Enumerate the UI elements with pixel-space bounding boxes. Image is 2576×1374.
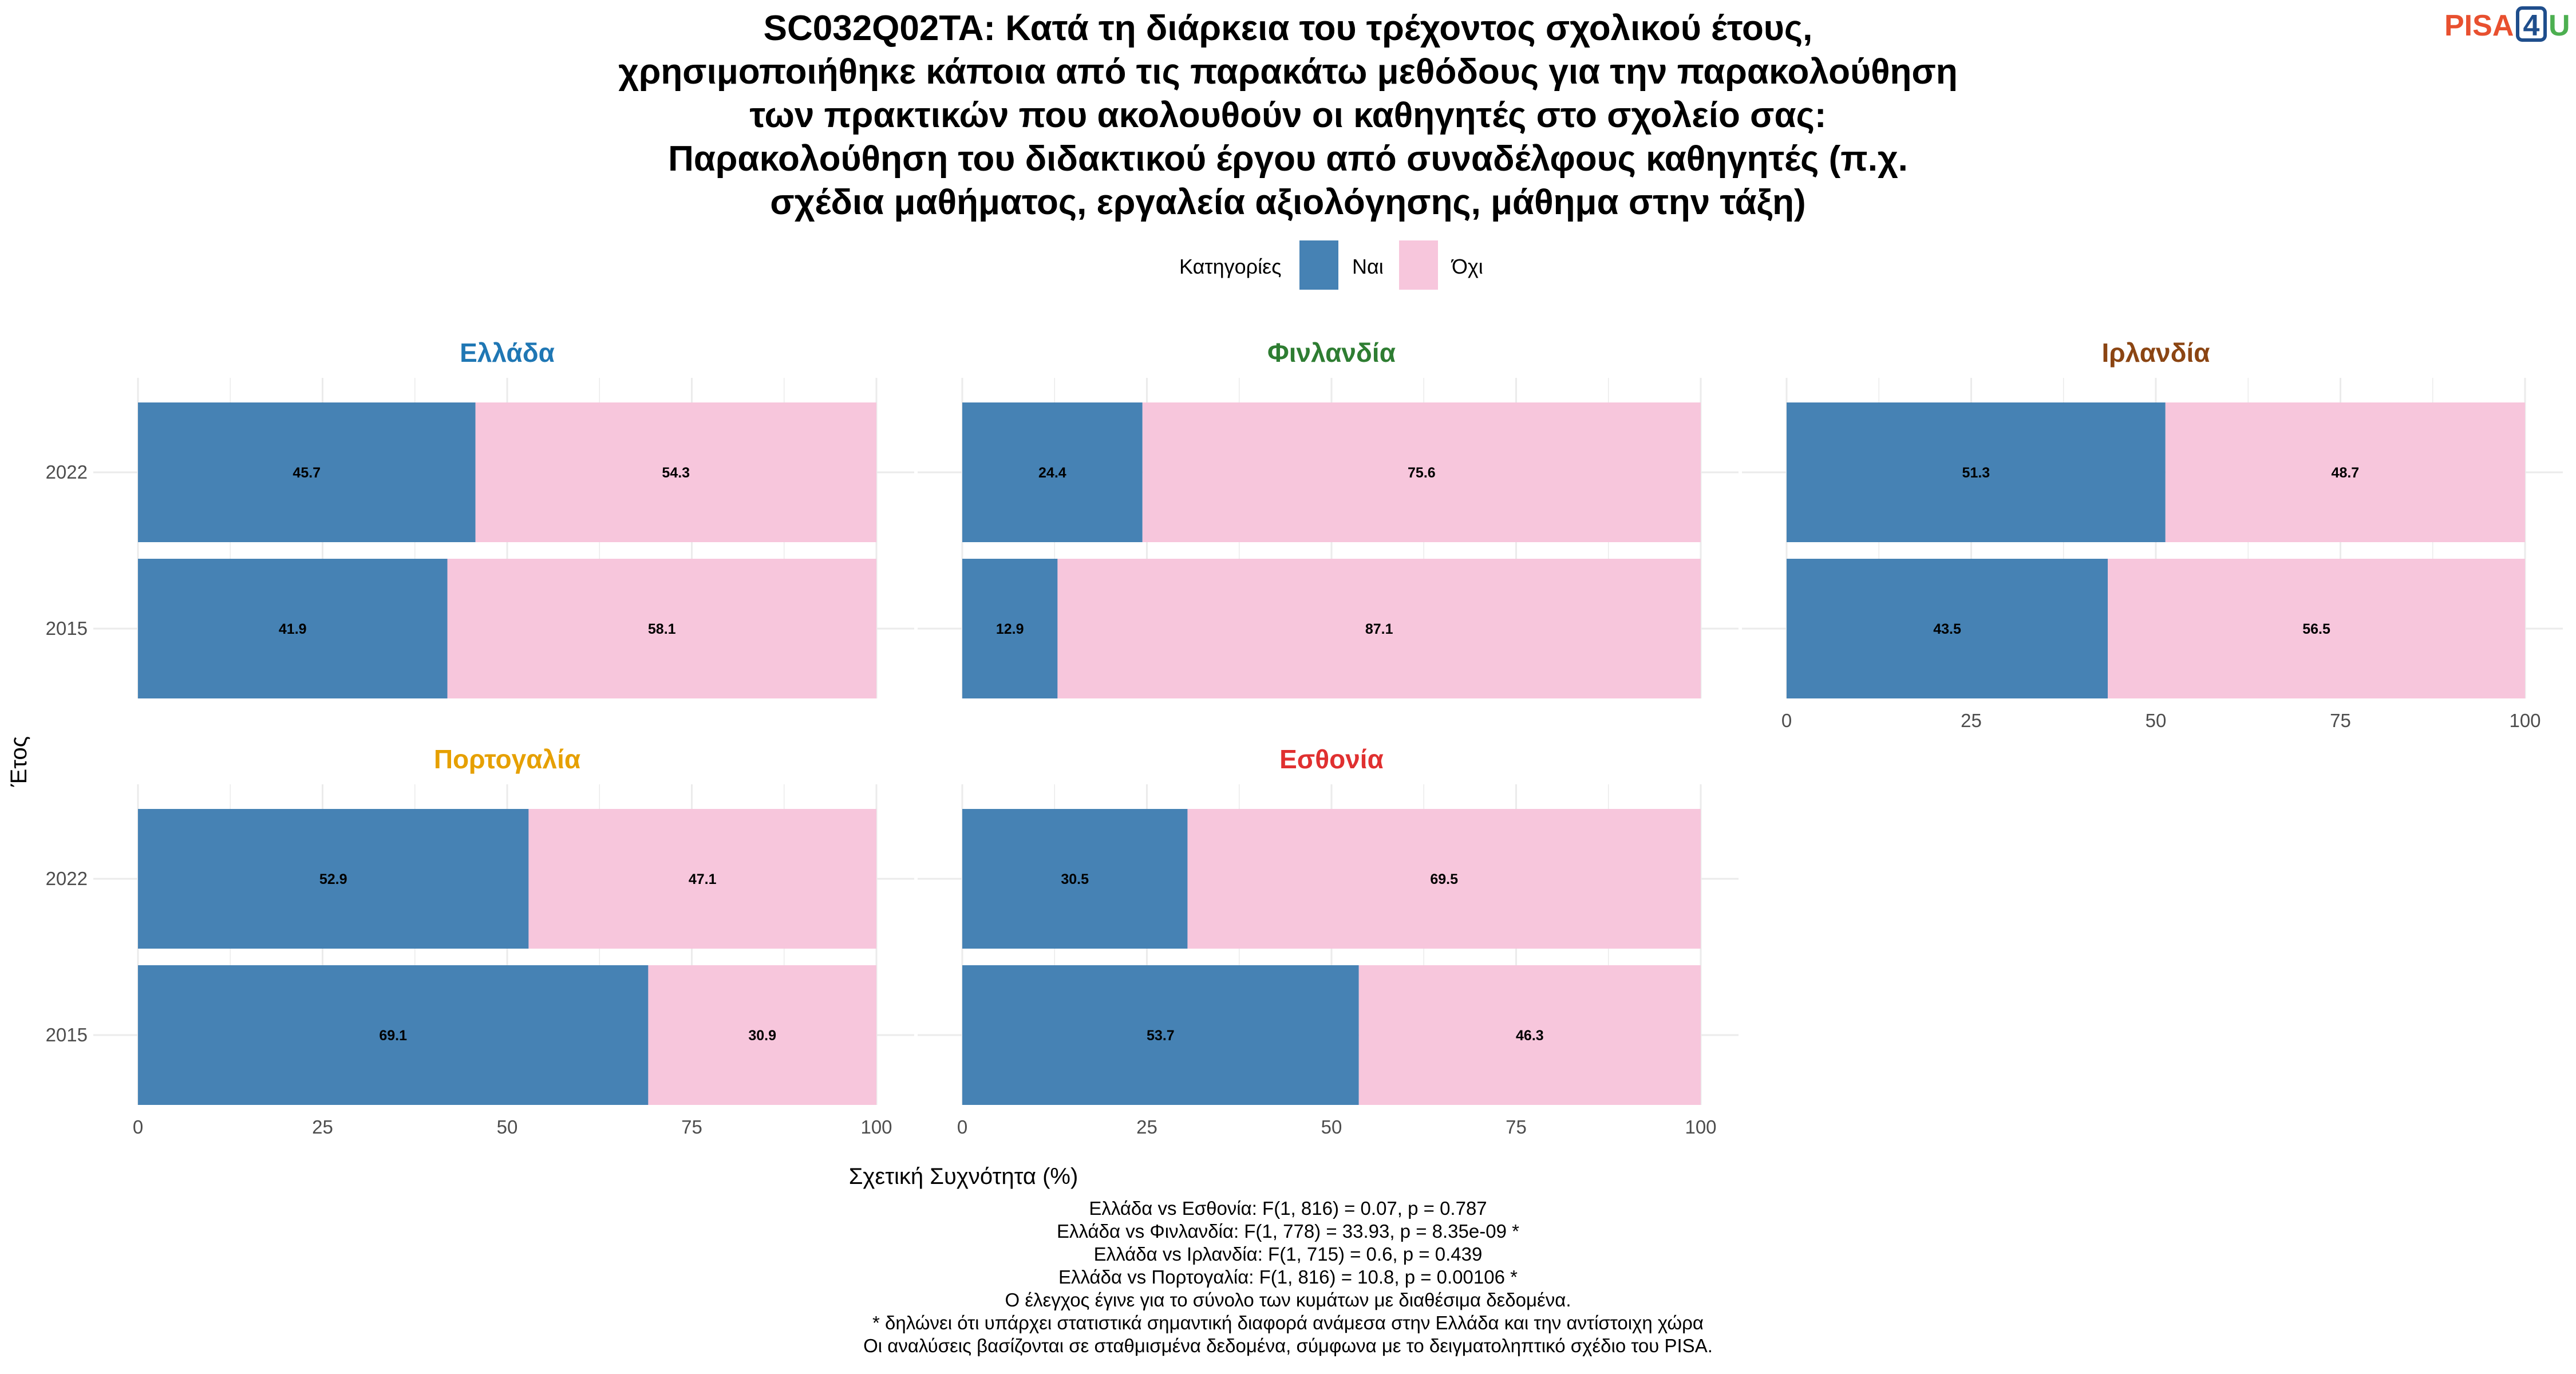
x-tick-label: 100 bbox=[860, 1116, 892, 1138]
note-line-5: Ο έλεγχος έγινε για το σύνολο των κυμάτω… bbox=[1005, 1289, 1571, 1310]
logo-text-u: U bbox=[2549, 9, 2570, 42]
legend-title: Κατηγορίες bbox=[1179, 255, 1282, 278]
bar-label-2015-yes: 43.5 bbox=[1933, 621, 1961, 637]
bar-label-2022-no: 69.5 bbox=[1430, 871, 1458, 887]
bar-2015-no bbox=[1358, 965, 1701, 1105]
note-line-7: Οι αναλύσεις βασίζονται σε σταθμισμένα δ… bbox=[863, 1335, 1713, 1356]
note-line-1: Ελλάδα vs Εσθονία: F(1, 816) = 0.07, p =… bbox=[1089, 1198, 1487, 1219]
pisa4u-logo: PISA 4 U bbox=[2444, 6, 2570, 42]
x-tick-label: 100 bbox=[2509, 710, 2541, 731]
x-tick-label: 25 bbox=[312, 1116, 333, 1138]
facet-ελλάδα: Ελλάδα 45.7 54.3 2022 41.9 58.1 2015 bbox=[46, 338, 914, 698]
bar-label-2022-no: 54.3 bbox=[662, 465, 690, 481]
bar-label-2022-yes: 45.7 bbox=[293, 465, 321, 481]
bar-2015-no bbox=[2108, 559, 2525, 698]
bar-2015-no bbox=[1057, 559, 1701, 698]
bar-label-2022-no: 75.6 bbox=[1408, 465, 1436, 481]
x-tick-label: 50 bbox=[497, 1116, 518, 1138]
bar-label-2015-no: 30.9 bbox=[748, 1028, 776, 1044]
bar-label-2015-yes: 69.1 bbox=[379, 1028, 407, 1044]
bar-2022-yes bbox=[962, 809, 1188, 949]
x-axis-title: Σχετική Συχνότητα (%) bbox=[849, 1164, 1078, 1189]
y-tick-label: 2015 bbox=[46, 618, 88, 639]
facet-ιρλανδία: Ιρλανδία 51.3 48.7 43.5 56.5 0 25 50 75 100 bbox=[1742, 338, 2563, 731]
logo-text-digit: 4 bbox=[2523, 9, 2540, 42]
title-line-4: Παρακολούθηση του διδακτικού έργου από σ… bbox=[668, 139, 1908, 179]
facet-title: Ελλάδα bbox=[460, 338, 555, 368]
bar-label-2015-no: 56.5 bbox=[2302, 621, 2330, 637]
x-tick-label: 100 bbox=[1685, 1116, 1716, 1138]
bar-label-2015-yes: 41.9 bbox=[279, 621, 307, 637]
facet-πορτογαλία: Πορτογαλία 52.9 47.1 2022 69.1 30.9 2015 0 25 50 7… bbox=[46, 744, 914, 1138]
facets: Ελλάδα 45.7 54.3 2022 41.9 58.1 2015 Φινλανδία 2… bbox=[46, 338, 2563, 1138]
bar-2022-no bbox=[2165, 402, 2525, 542]
x-tick-label: 0 bbox=[1781, 710, 1792, 731]
x-tick-label: 75 bbox=[1506, 1116, 1527, 1138]
bar-label-2015-no: 46.3 bbox=[1516, 1028, 1544, 1044]
bar-label-2022-no: 47.1 bbox=[689, 871, 717, 887]
x-tick-label: 0 bbox=[957, 1116, 967, 1138]
bar-2015-no bbox=[447, 559, 876, 698]
facet-εσθονία: Εσθονία 30.5 69.5 53.7 46.3 0 25 50 75 100 bbox=[918, 744, 1739, 1138]
facet-φινλανδία: Φινλανδία 24.4 75.6 12.9 87.1 bbox=[918, 338, 1739, 698]
bar-2022-yes bbox=[1787, 402, 2166, 542]
facet-title: Εσθονία bbox=[1279, 744, 1384, 774]
bar-label-2015-no: 87.1 bbox=[1365, 621, 1393, 637]
x-tick-label: 75 bbox=[2330, 710, 2351, 731]
x-tick-label: 25 bbox=[1961, 710, 1982, 731]
legend-swatch-no bbox=[1399, 240, 1438, 290]
facet-title: Ιρλανδία bbox=[2101, 338, 2210, 368]
x-tick-label: 50 bbox=[1321, 1116, 1342, 1138]
bar-2015-yes bbox=[138, 965, 649, 1105]
x-tick-label: 75 bbox=[681, 1116, 702, 1138]
y-tick-label: 2022 bbox=[46, 461, 88, 483]
bar-2022-no bbox=[1142, 402, 1701, 542]
bar-2015-yes bbox=[962, 965, 1359, 1105]
bar-label-2022-yes: 30.5 bbox=[1061, 871, 1089, 887]
bar-label-2015-yes: 53.7 bbox=[1147, 1028, 1175, 1044]
title-line-5: σχέδια μαθήματος, εργαλεία αξιολόγησης, … bbox=[770, 183, 1805, 222]
bar-2022-yes bbox=[962, 402, 1143, 542]
bar-2022-yes bbox=[138, 402, 476, 542]
bar-label-2015-no: 58.1 bbox=[648, 621, 676, 637]
facet-title: Φινλανδία bbox=[1267, 338, 1396, 368]
logo-text-pisa: PISA bbox=[2444, 9, 2514, 42]
legend-label-yes: Ναι bbox=[1352, 255, 1384, 278]
title-line-2: χρησιμοποιήθηκε κάποια από τις παρακάτω … bbox=[618, 52, 1957, 92]
footnotes: Ελλάδα vs Εσθονία: F(1, 816) = 0.07, p =… bbox=[863, 1198, 1713, 1356]
bar-label-2022-yes: 51.3 bbox=[1962, 465, 1990, 481]
logo-digit-box bbox=[2516, 6, 2547, 42]
bar-2015-no bbox=[648, 965, 876, 1105]
title-line-3: των πρακτικών που ακολουθούν οι καθηγητέ… bbox=[750, 96, 1827, 135]
legend: Κατηγορίες Ναι Όχι bbox=[1179, 240, 1483, 290]
bar-2022-yes bbox=[138, 809, 529, 949]
bar-label-2022-yes: 52.9 bbox=[319, 871, 347, 887]
legend-label-no: Όχι bbox=[1451, 255, 1483, 278]
bar-2022-no bbox=[528, 809, 876, 949]
note-line-2: Ελλάδα vs Φινλανδία: F(1, 778) = 33.93, … bbox=[1057, 1221, 1519, 1242]
bar-2015-yes bbox=[1787, 559, 2108, 698]
bar-2022-no bbox=[1187, 809, 1701, 949]
y-tick-label: 2015 bbox=[46, 1024, 88, 1045]
bar-2022-no bbox=[475, 402, 876, 542]
note-line-4: Ελλάδα vs Πορτογαλία: F(1, 816) = 10.8, … bbox=[1058, 1266, 1518, 1288]
bar-label-2022-no: 48.7 bbox=[2332, 465, 2360, 481]
x-tick-label: 25 bbox=[1136, 1116, 1157, 1138]
chart-title: SC032Q02TA: Κατά τη διάρκεια του τρέχοντ… bbox=[618, 9, 1957, 222]
x-tick-label: 0 bbox=[133, 1116, 143, 1138]
bar-2015-yes bbox=[962, 559, 1058, 698]
bar-label-2022-yes: 24.4 bbox=[1038, 465, 1066, 481]
note-line-3: Ελλάδα vs Ιρλανδία: F(1, 715) = 0.6, p =… bbox=[1094, 1243, 1483, 1265]
bar-2015-yes bbox=[138, 559, 448, 698]
x-tick-label: 50 bbox=[2146, 710, 2167, 731]
facet-title: Πορτογαλία bbox=[434, 744, 580, 774]
y-axis-title: Έτος bbox=[6, 736, 31, 787]
title-line-1: SC032Q02TA: Κατά τη διάρκεια του τρέχοντ… bbox=[764, 9, 1813, 48]
y-tick-label: 2022 bbox=[46, 868, 88, 889]
bar-label-2015-yes: 12.9 bbox=[996, 621, 1024, 637]
legend-swatch-yes bbox=[1299, 240, 1338, 290]
note-line-6: * δηλώνει ότι υπάρχει στατιστικά σημαντι… bbox=[872, 1312, 1704, 1333]
